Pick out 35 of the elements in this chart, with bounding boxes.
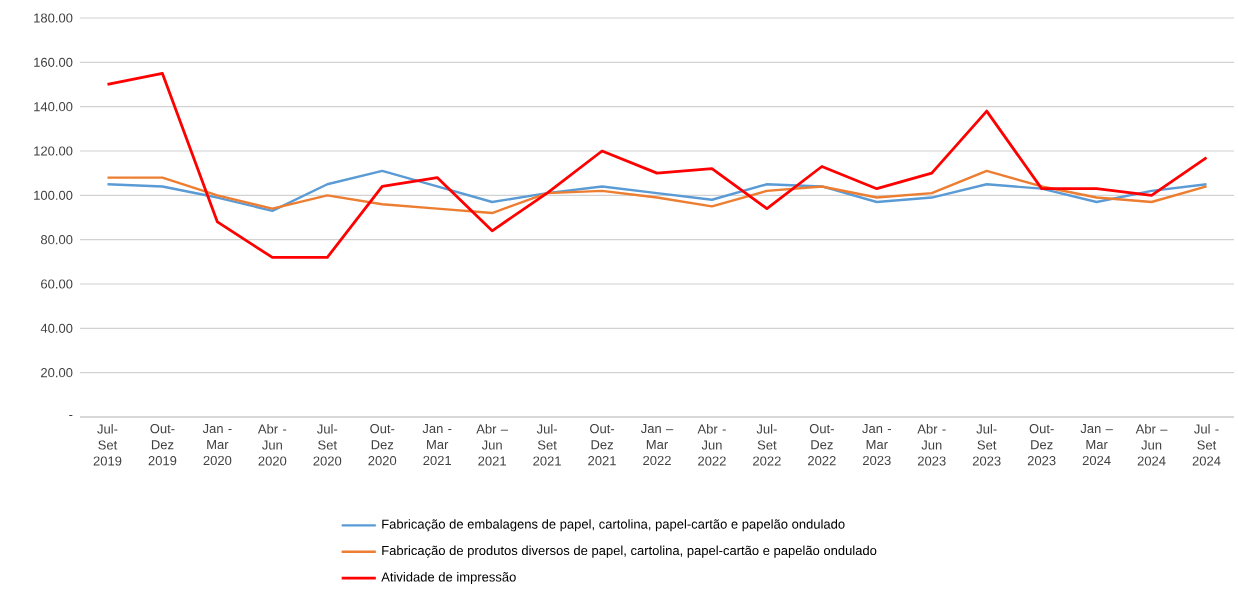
y-tick-label: 100.00 <box>34 190 73 200</box>
legend-label: Fabricação de embalagens de papel, cartolina, papel-cartão e papelão ondulado <box>382 519 845 532</box>
x-tick-label: Jan – Mar 2022 <box>640 424 674 466</box>
y-tick-label: 80.00 <box>40 235 73 245</box>
x-tick-label: Jul - Set 2024 <box>1192 424 1221 466</box>
y-tick-label: 120.00 <box>34 146 73 156</box>
legend-label: Atividade de impressão <box>381 572 516 585</box>
x-tick-label: Jan - Mar 2020 <box>202 424 232 466</box>
y-tick-label: 40.00 <box>40 323 73 333</box>
x-tick-label: Jul- Set 2021 <box>533 424 561 466</box>
x-tick-label: Out- Dez 2021 <box>588 424 616 466</box>
x-tick-label: Jul- Set 2019 <box>93 424 122 466</box>
x-tick-label: Out- Dez 2019 <box>148 424 177 466</box>
x-tick-label: Jul- Set 2022 <box>753 424 781 466</box>
x-tick-label: Abr - Jun 2023 <box>917 424 946 466</box>
x-tick-label: Abr – Jun 2024 <box>1135 424 1168 466</box>
y-tick-label: 140.00 <box>34 102 73 112</box>
x-tick-label: Jan - Mar 2023 <box>862 424 892 466</box>
y-tick-label: 160.00 <box>34 57 73 67</box>
x-tick-label: Abr - Jun 2022 <box>697 424 726 466</box>
x-tick-label: Jul- Set 2023 <box>972 424 1001 466</box>
x-tick-label: Abr - Jun 2020 <box>257 424 287 466</box>
legend-label: Fabricação de produtos diversos de papel, cartolina, papel-cartão e papelão ondulado <box>382 545 877 558</box>
y-tick-label: - <box>69 415 73 417</box>
y-tick-label: 20.00 <box>41 368 73 378</box>
x-tick-label: Out- Dez 2020 <box>368 424 397 466</box>
x-tick-label: Abr – Jun 2021 <box>476 424 509 466</box>
y-tick-label: 60.00 <box>41 279 73 289</box>
y-tick-label: 180.00 <box>34 13 73 23</box>
line-series <box>106 72 1208 259</box>
x-tick-label: Jan – Mar 2024 <box>1080 424 1113 466</box>
x-tick-label: Out- Dez 2022 <box>808 424 836 466</box>
x-tick-label: Jan - Mar 2021 <box>422 424 452 466</box>
x-tick-label: Jul- Set 2020 <box>313 424 342 466</box>
x-tick-label: Out- Dez 2023 <box>1027 424 1056 466</box>
